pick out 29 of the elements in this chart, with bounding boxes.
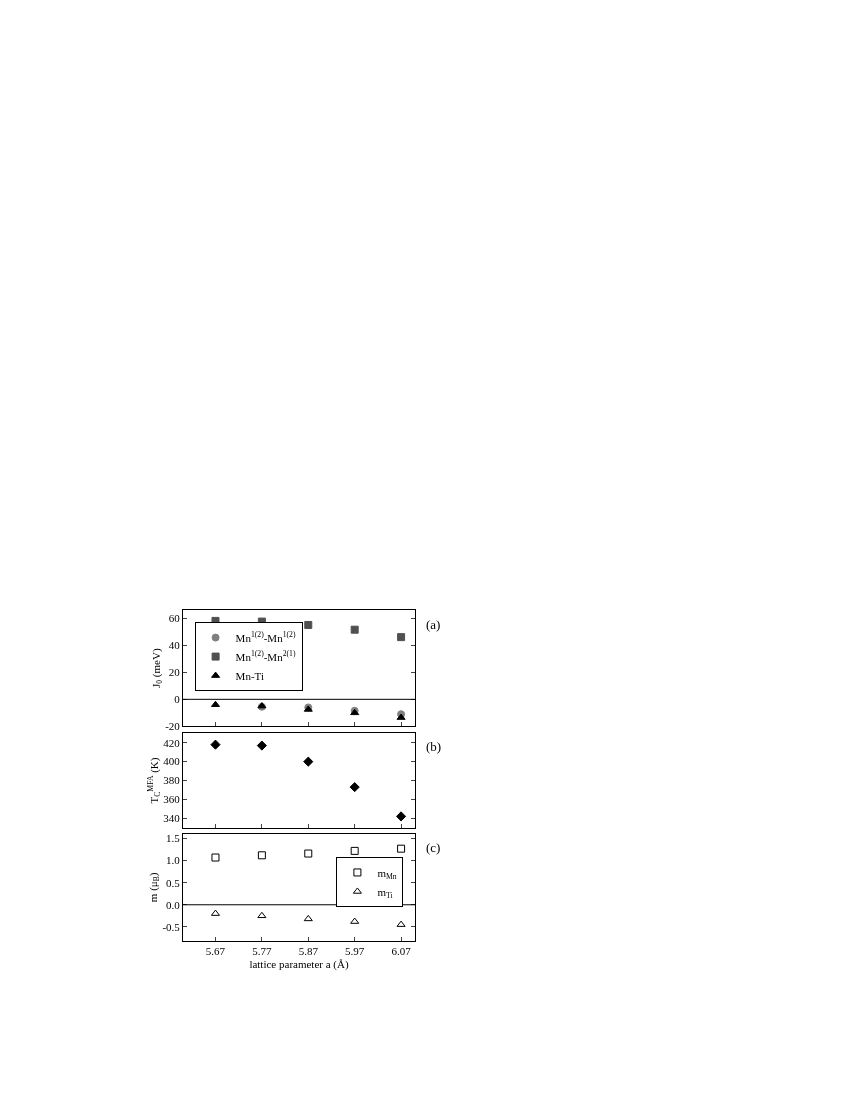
y-tick-label: 360 — [163, 793, 181, 806]
text: (a) — [426, 617, 441, 632]
y-tick-label: 0.0 — [166, 898, 181, 911]
y-tick-label: 20 — [168, 666, 181, 679]
x-tick-label: 5.97 — [345, 945, 365, 958]
y-tick-label: 40 — [168, 639, 181, 652]
x-tick-label: 5.67 — [205, 945, 226, 958]
x-tick-label: 5.87 — [298, 945, 319, 958]
legend-label: m$_{Mn}$ — [377, 866, 397, 882]
y-tick-label: 1.5 — [166, 832, 181, 845]
y-tick-label: -20 — [165, 720, 181, 733]
y-tick-label: 340 — [163, 812, 181, 825]
y-tick-label: 1.0 — [166, 854, 181, 867]
legend-label: Mn$^{1(2)}$-Mn$^{1(2)}$ — [235, 630, 296, 644]
y-tick-label: 380 — [163, 774, 181, 787]
y-tick-label: -0.5 — [162, 920, 181, 933]
y-tick-label: 400 — [163, 755, 181, 768]
x-tick-label: 5.77 — [252, 945, 273, 958]
y-tick-label: 0 — [174, 693, 181, 706]
text: (b) — [426, 739, 442, 754]
text: (c) — [426, 840, 441, 855]
x-axis-title: lattice parameter a (Å) — [249, 958, 349, 972]
legend-label: Mn$^{1(2)}$-Mn$^{2(1)}$ — [235, 649, 296, 663]
y-tick-label: 420 — [163, 736, 181, 749]
x-tick-label: 6.07 — [391, 945, 412, 958]
legend-label: Mn-Ti — [235, 669, 264, 682]
y-tick-label: 60 — [168, 612, 181, 625]
legend-label: m$_{Ti}$ — [377, 885, 393, 901]
y-tick-label: 0.5 — [166, 876, 181, 889]
